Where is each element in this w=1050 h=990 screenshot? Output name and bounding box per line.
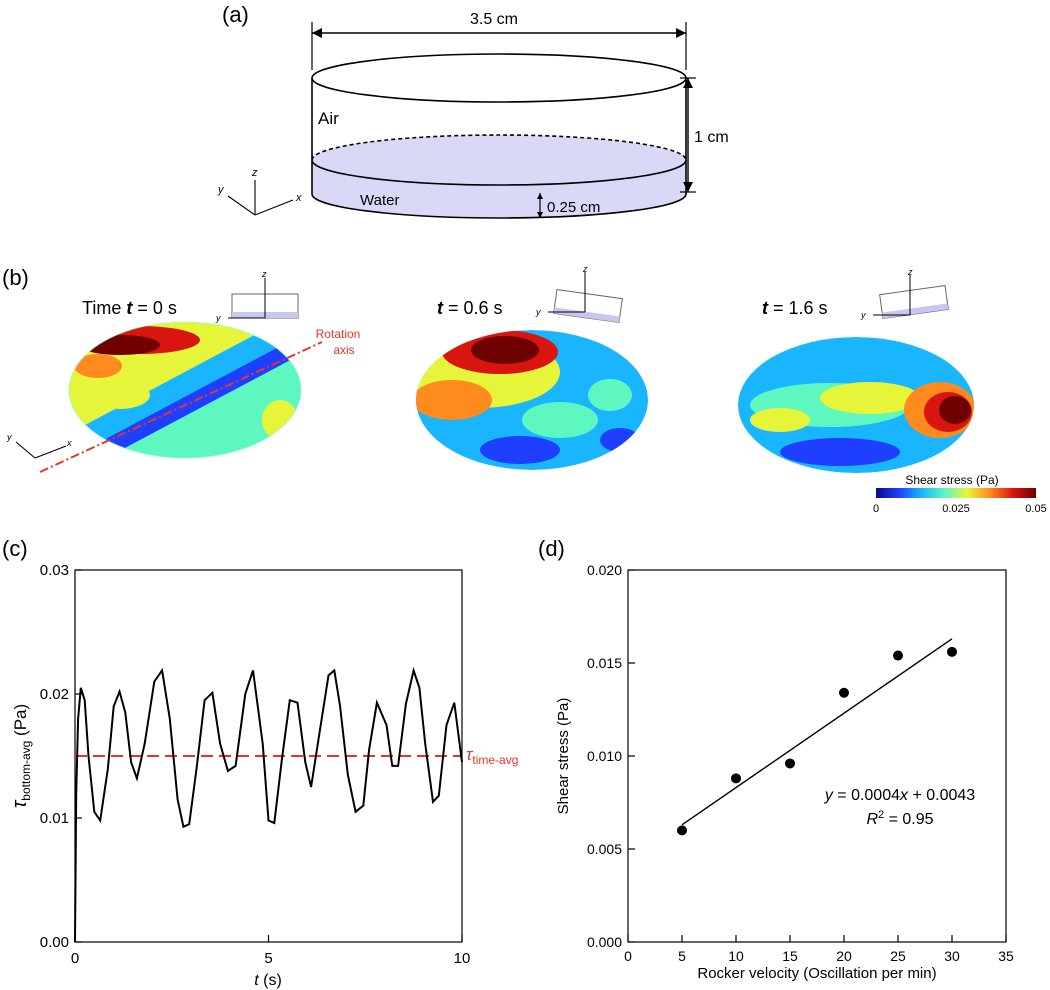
tilt-icon-1: z y [215, 269, 299, 323]
d-xtick-label: 15 [782, 948, 798, 964]
water-surface [312, 135, 686, 185]
d-ytick-label: 0.005 [587, 841, 622, 857]
depth-arrow-top [537, 193, 543, 199]
d-xtick-label: 5 [678, 948, 686, 964]
d-xtick-label: 35 [998, 948, 1014, 964]
d-xtick-label: 25 [890, 948, 906, 964]
svg-text:y: y [535, 307, 541, 317]
plot-c-xlabel: t (s) [254, 972, 282, 989]
rotation-axis-line [39, 341, 323, 473]
height-arrow-top [683, 78, 693, 88]
d-ytick-label: 0.020 [587, 562, 622, 578]
time-label-3: t = 1.6 s [762, 298, 828, 318]
axes-triad-b [15, 441, 67, 459]
panel-a: (a) 3.5 cm 1 cm Air Water 0.25 cm [217, 2, 729, 219]
plot-d-ticks: 0 5 10 15 20 25 30 35 0.000 0.005 0.010 0.015 0.020 [587, 562, 1014, 964]
panel-b: (b) Time t = 0 s t = 0.6 s t = 1.6 s z y… [2, 264, 1047, 515]
svg-text:z: z [907, 267, 913, 277]
colorbar-tick-1: 0.025 [942, 503, 970, 515]
width-arrow-left [312, 28, 322, 38]
colorbar-tick-2: 0.05 [1025, 503, 1046, 515]
panel-b-label: (b) [2, 265, 29, 290]
d-xtick-label: 0 [624, 948, 632, 964]
colorbar-tick-0: 0 [873, 503, 879, 515]
plot-c-ticks: 0 5 10 0.00 0.01 0.02 0.03 [40, 562, 471, 967]
data-point [893, 650, 903, 661]
plot-c-ylabel: τbottom-avg (Pa) [9, 704, 33, 808]
c-ytick-label: 0.02 [40, 686, 69, 703]
data-point [677, 825, 687, 836]
panel-d: (d) 0 5 10 15 20 25 30 35 0.000 0.005 0.010 0.015 0.… [538, 536, 1014, 982]
shear-map-t06 [416, 330, 648, 470]
scatter-points [677, 646, 957, 836]
c-ytick-label: 0.01 [40, 810, 69, 827]
height-label: 1 cm [694, 129, 729, 146]
d-ytick-label: 0.010 [587, 748, 622, 764]
depth-arrow-bottom [537, 212, 543, 218]
data-point [839, 687, 849, 698]
fit-line [681, 638, 953, 826]
cylinder-top [311, 53, 687, 103]
shear-map-t0 [69, 322, 301, 458]
data-point [785, 758, 795, 769]
plot-d-xlabel: Rocker velocity (Oscillation per min) [697, 965, 936, 982]
svg-text:y: y [860, 310, 866, 320]
c-xtick-label: 5 [264, 950, 272, 967]
bottom-avg-series [74, 666, 463, 943]
d-xtick-label: 20 [836, 948, 852, 964]
axis-x-label: x [295, 192, 302, 204]
d-ytick-label: 0.015 [587, 655, 622, 671]
time-label-2: t = 0.6 s [437, 298, 503, 318]
d-xtick-label: 30 [944, 948, 960, 964]
panel-d-label: (d) [538, 536, 565, 561]
shear-map-t0-rim [68, 321, 302, 459]
svg-text:y: y [215, 313, 221, 323]
water-surface-front-edge [311, 159, 687, 186]
shear-map-t16 [738, 337, 974, 473]
axes-triad-a [227, 180, 294, 216]
fit-equation: y = 0.0004x + 0.0043 [824, 787, 975, 804]
data-point [947, 646, 957, 657]
d-ytick-label: 0.000 [587, 934, 622, 950]
air-label: Air [318, 109, 339, 128]
svg-text:z: z [261, 269, 267, 279]
svg-text:z: z [582, 264, 588, 274]
panel-c: (c) 0 5 10 0.00 0.01 0.02 0.03 τtime-avg t (s)… [2, 536, 518, 989]
cylinder-bottom [311, 193, 687, 219]
width-arrow-right [676, 28, 686, 38]
water-region [312, 160, 686, 218]
tilt-icon-3: z y [860, 267, 949, 320]
height-arrow-bottom [683, 182, 693, 192]
panel-a-label: (a) [222, 2, 249, 27]
axis-x-label-b: x [66, 438, 72, 448]
time-label-1: Time t = 0 s [82, 298, 177, 318]
data-point [731, 773, 741, 784]
time-avg-label: τtime-avg [466, 745, 518, 767]
tilt-icon-2: z y [535, 264, 623, 324]
r-squared: R2 = 0.95 [866, 809, 933, 828]
c-ytick-label: 0.03 [40, 562, 69, 579]
width-label: 3.5 cm [470, 11, 518, 28]
water-surface-back-edge [311, 134, 687, 161]
water-label: Water [360, 192, 399, 209]
axis-y-label: y [217, 184, 225, 196]
plot-d-frame [627, 569, 1007, 943]
c-xtick-label: 10 [454, 950, 471, 967]
c-ytick-label: 0.00 [40, 934, 69, 951]
rotation-label-2: axis [333, 343, 354, 357]
rotation-label-1: Rotation [316, 327, 361, 341]
panel-c-label: (c) [2, 536, 28, 561]
axis-y-label-b: y [6, 432, 12, 442]
axis-z-label: z [251, 167, 258, 179]
colorbar [876, 488, 1036, 498]
d-xtick-label: 10 [728, 948, 744, 964]
colorbar-title: Shear stress (Pa) [905, 473, 998, 487]
depth-label: 0.25 cm [547, 199, 600, 216]
c-xtick-label: 0 [71, 950, 79, 967]
plot-d-ylabel: Shear stress (Pa) [555, 698, 572, 815]
